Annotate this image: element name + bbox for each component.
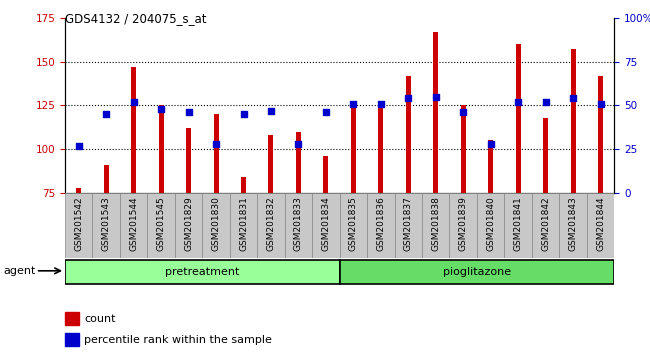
Text: GSM201838: GSM201838 (431, 196, 440, 251)
Bar (92, 193, 120, 258)
Bar (159, 105, 164, 193)
Bar (477, 193, 504, 258)
Text: GSM201841: GSM201841 (514, 196, 523, 251)
Point (73, 143, 84, 148)
Bar (268, 135, 274, 193)
Bar (587, 193, 614, 258)
Bar (515, 44, 521, 193)
Bar (65, 193, 92, 258)
Bar (230, 193, 257, 258)
Point (595, 101, 606, 107)
Bar (65, 333, 79, 346)
Point (320, 109, 331, 115)
Bar (296, 132, 301, 193)
Bar (434, 32, 438, 193)
Bar (504, 193, 532, 258)
Bar (571, 49, 575, 193)
Bar (532, 193, 559, 258)
Bar (214, 114, 218, 193)
Text: GSM201831: GSM201831 (239, 196, 248, 251)
Text: GSM201842: GSM201842 (541, 196, 550, 251)
Text: GSM201544: GSM201544 (129, 196, 138, 251)
FancyBboxPatch shape (65, 260, 339, 284)
Bar (257, 193, 285, 258)
Point (513, 99, 523, 105)
Bar (450, 193, 477, 258)
Bar (241, 177, 246, 193)
Text: GDS4132 / 204075_s_at: GDS4132 / 204075_s_at (65, 12, 207, 25)
Text: GSM201829: GSM201829 (184, 196, 193, 251)
Point (156, 106, 166, 112)
Point (486, 141, 496, 147)
Point (183, 109, 194, 115)
Text: pretreatment: pretreatment (165, 267, 239, 277)
Text: GSM201839: GSM201839 (459, 196, 468, 251)
Point (211, 141, 221, 147)
Bar (131, 67, 136, 193)
Bar (488, 140, 493, 193)
Text: count: count (84, 314, 116, 324)
Point (376, 101, 386, 107)
Bar (422, 193, 449, 258)
Text: GSM201844: GSM201844 (596, 196, 605, 251)
Text: GSM201843: GSM201843 (569, 196, 578, 251)
Point (568, 96, 578, 101)
Point (129, 99, 139, 105)
Text: GSM201830: GSM201830 (211, 196, 220, 251)
Bar (324, 156, 328, 193)
Bar (367, 193, 395, 258)
Text: percentile rank within the sample: percentile rank within the sample (84, 335, 272, 345)
Point (348, 101, 359, 107)
Point (101, 111, 111, 117)
Bar (175, 193, 202, 258)
Bar (351, 107, 356, 193)
Text: agent: agent (3, 266, 36, 276)
Point (239, 111, 249, 117)
Text: pioglitazone: pioglitazone (443, 267, 511, 277)
Text: GSM201542: GSM201542 (74, 196, 83, 251)
Bar (76, 188, 81, 193)
Bar (312, 193, 339, 258)
Text: GSM201833: GSM201833 (294, 196, 303, 251)
Text: GSM201545: GSM201545 (157, 196, 166, 251)
Bar (395, 193, 422, 258)
Bar (104, 165, 109, 193)
Point (293, 141, 304, 147)
Text: GSM201543: GSM201543 (101, 196, 111, 251)
Bar (543, 118, 548, 193)
Text: GSM201835: GSM201835 (349, 196, 358, 251)
Text: GSM201840: GSM201840 (486, 196, 495, 251)
Bar (65, 312, 79, 325)
Bar (339, 193, 367, 258)
Point (458, 109, 469, 115)
Text: GSM201834: GSM201834 (321, 196, 330, 251)
Bar (378, 107, 383, 193)
Bar (148, 193, 175, 258)
Bar (598, 75, 603, 193)
Bar (186, 128, 191, 193)
Text: GSM201837: GSM201837 (404, 196, 413, 251)
Bar (285, 193, 312, 258)
Point (403, 96, 413, 101)
Bar (406, 75, 411, 193)
Point (540, 99, 551, 105)
Text: GSM201836: GSM201836 (376, 196, 385, 251)
Bar (202, 193, 230, 258)
Point (430, 94, 441, 99)
Text: GSM201832: GSM201832 (266, 196, 276, 251)
Bar (120, 193, 148, 258)
Bar (461, 105, 465, 193)
Point (266, 108, 276, 113)
FancyBboxPatch shape (339, 260, 614, 284)
Bar (559, 193, 587, 258)
